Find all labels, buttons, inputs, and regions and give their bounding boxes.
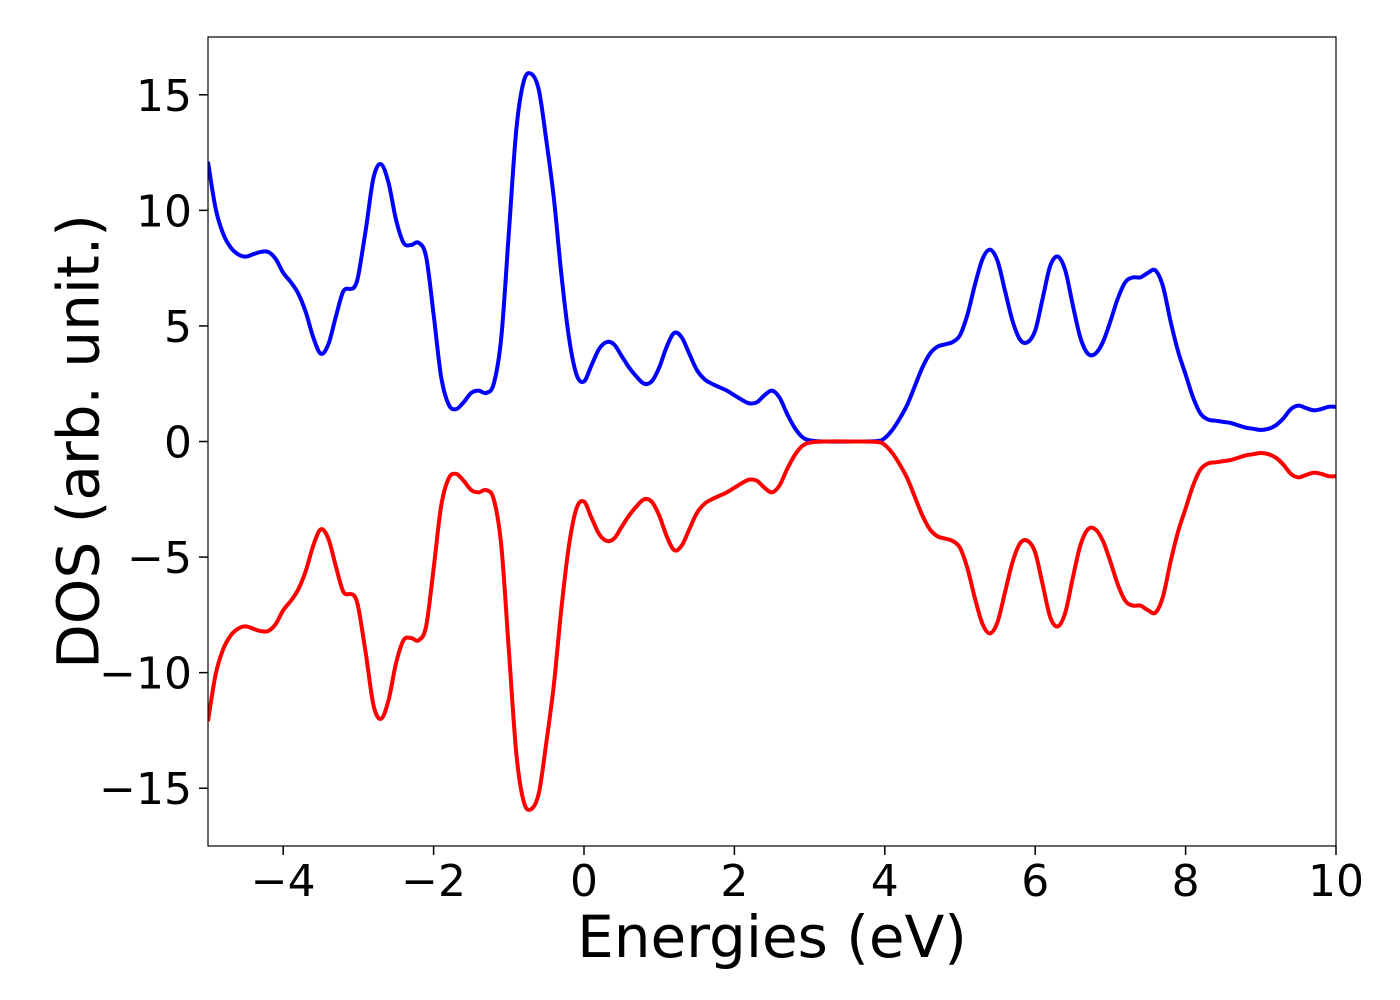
y-tick-label: 15 [136, 71, 192, 122]
x-tick-label: −4 [251, 856, 316, 907]
y-axis-label: DOS (arb. unit.) [44, 214, 112, 669]
series-line-spin-down [208, 439, 1336, 812]
x-axis-label: Energies (eV) [577, 903, 967, 971]
x-tick-label: 2 [720, 856, 748, 907]
x-tick-label: 0 [570, 856, 598, 907]
x-tick-label: 8 [1172, 856, 1200, 907]
x-tick-label: 4 [871, 856, 899, 907]
series-layer [208, 71, 1336, 812]
y-tick-label: 5 [164, 302, 192, 353]
x-tick-label: −2 [401, 856, 466, 907]
series-line-spin-up [208, 71, 1336, 444]
y-tick-label: 0 [164, 418, 192, 469]
y-tick-label: −5 [127, 533, 192, 584]
y-axis-ticks: −15 −10 −5 0 5 10 15 [99, 71, 208, 815]
y-tick-label: −10 [99, 649, 192, 700]
y-tick-label: 10 [136, 186, 192, 237]
x-axis-ticks: −4 −2 0 2 4 6 8 10 [251, 846, 1364, 907]
x-tick-label: 6 [1021, 856, 1049, 907]
x-tick-label: 10 [1308, 856, 1364, 907]
y-tick-label: −15 [99, 764, 192, 815]
